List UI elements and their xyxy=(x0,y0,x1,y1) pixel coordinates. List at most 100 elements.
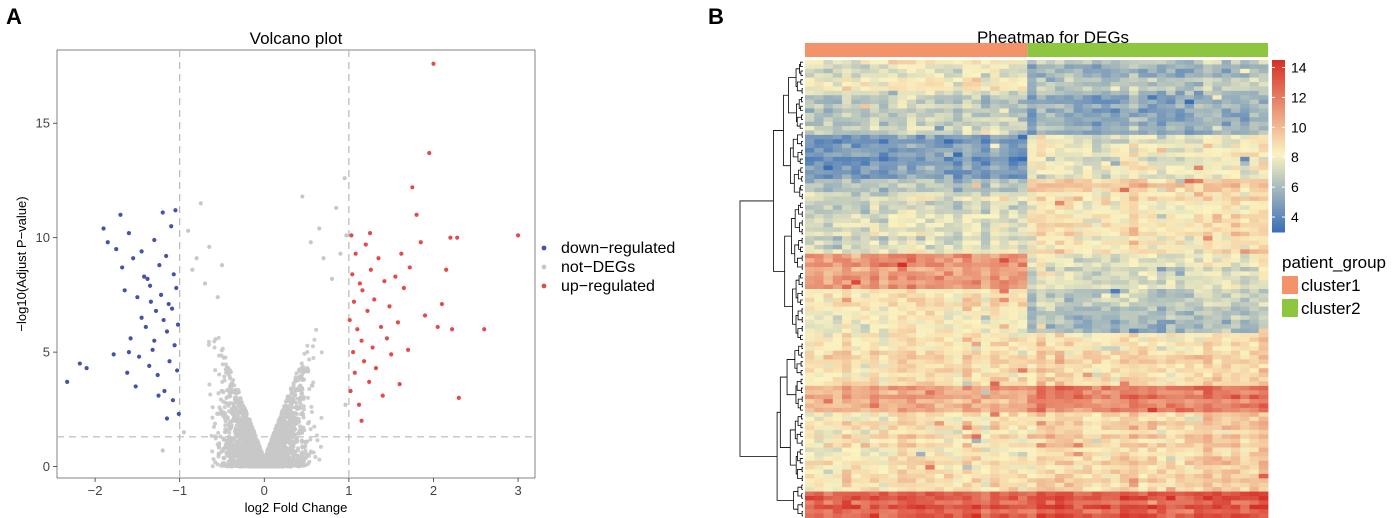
heatmap-cell xyxy=(1017,170,1028,175)
heatmap-cell xyxy=(869,240,880,246)
heatmap-cell xyxy=(1203,134,1213,140)
heatmap-cell xyxy=(823,183,834,189)
heatmap-cell xyxy=(814,161,824,167)
heatmap-cell xyxy=(990,86,1000,92)
not-deg-point xyxy=(206,339,211,344)
heatmap-cell xyxy=(1017,174,1028,180)
heatmap-cell xyxy=(925,244,936,250)
heatmap-cell xyxy=(1221,165,1232,171)
heatmap-cell xyxy=(943,156,954,162)
heatmap-cell xyxy=(1138,117,1149,123)
heatmap-cell xyxy=(1017,227,1028,233)
heatmap-cell xyxy=(906,249,917,255)
heatmap-cell xyxy=(1017,183,1028,189)
heatmap-cell xyxy=(1230,214,1241,219)
heatmap-cell xyxy=(832,170,843,175)
heatmap-cell xyxy=(1110,209,1121,215)
heatmap-cell xyxy=(1101,86,1111,92)
heatmap-cell xyxy=(1064,218,1074,224)
not-deg-point xyxy=(224,370,229,375)
heatmap-cell xyxy=(888,60,898,65)
heatmap-cell xyxy=(1166,249,1176,255)
heatmap-cell xyxy=(943,192,954,197)
heatmap-cell xyxy=(814,214,824,219)
heatmap-cell xyxy=(860,178,871,184)
not-deg-point xyxy=(206,342,211,347)
up-regulated-point xyxy=(456,395,461,400)
heatmap-cell xyxy=(906,244,917,250)
heatmap-cell xyxy=(851,170,861,175)
not-deg-point xyxy=(281,408,286,413)
heatmap-cell xyxy=(925,68,936,74)
heatmap-cell xyxy=(823,152,834,158)
heatmap-cell xyxy=(823,60,834,65)
heatmap-cell xyxy=(1082,64,1093,70)
heatmap-cell xyxy=(1184,68,1195,74)
heatmap-cell xyxy=(832,165,843,171)
not-deg-point xyxy=(342,176,347,181)
heatmap-cell xyxy=(869,244,880,250)
heatmap-cell xyxy=(1129,187,1139,193)
heatmap-cell xyxy=(1240,244,1250,250)
heatmap-cell xyxy=(1175,112,1186,118)
heatmap-cell xyxy=(1166,205,1176,211)
x-tick-label: 1 xyxy=(345,483,352,498)
heatmap-cell xyxy=(1064,134,1074,140)
heatmap-cell xyxy=(934,209,945,215)
heatmap-cell xyxy=(934,139,945,145)
heatmap-cell xyxy=(1036,139,1047,145)
heatmap-cell xyxy=(1101,60,1111,65)
heatmap-cell xyxy=(1101,82,1111,87)
heatmap-cell xyxy=(1147,86,1158,92)
heatmap-cell xyxy=(962,222,973,228)
not-deg-point xyxy=(235,411,240,416)
heatmap-cell xyxy=(1166,227,1176,233)
heatmap-cell xyxy=(851,77,861,83)
heatmap-cell xyxy=(1073,236,1084,241)
not-deg-point xyxy=(229,441,234,446)
up-regulated-point xyxy=(380,393,385,398)
heatmap-cell xyxy=(1092,68,1102,74)
heatmap-cell xyxy=(1129,73,1139,79)
heatmap-cell xyxy=(1258,205,1269,211)
not-deg-point xyxy=(283,430,288,435)
not-deg-point xyxy=(319,350,324,355)
heatmap-cell xyxy=(999,73,1010,79)
not-deg-point xyxy=(293,379,298,384)
heatmap-cell xyxy=(990,68,1000,74)
heatmap-cell xyxy=(1230,156,1241,162)
heatmap-cell xyxy=(814,60,824,65)
heatmap-cell xyxy=(869,205,880,211)
heatmap-cell xyxy=(879,200,889,206)
heatmap-cell xyxy=(805,214,815,219)
heatmap-cell xyxy=(925,126,936,131)
heatmap-cell xyxy=(869,77,880,83)
heatmap-cell xyxy=(805,209,815,215)
heatmap-cell xyxy=(943,174,954,180)
not-deg-point xyxy=(309,383,314,388)
heatmap-cell xyxy=(934,156,945,162)
heatmap-cell xyxy=(1221,60,1232,65)
not-deg-point xyxy=(227,409,232,414)
heatmap-cell xyxy=(814,192,824,197)
up-regulated-point xyxy=(348,388,353,394)
heatmap-cell xyxy=(1129,170,1139,175)
heatmap-cell xyxy=(906,218,917,224)
heatmap-cell xyxy=(879,240,889,246)
heatmap-cell xyxy=(1027,209,1037,215)
heatmap-cell xyxy=(1055,148,1065,153)
heatmap-cell xyxy=(1203,117,1213,123)
heatmap-cell xyxy=(1027,218,1037,224)
heatmap-cell xyxy=(851,200,861,206)
heatmap-cell xyxy=(916,60,926,65)
heatmap-cell xyxy=(842,178,852,184)
heatmap-cell xyxy=(999,244,1010,250)
heatmap-cell xyxy=(1082,209,1093,215)
heatmap-cell xyxy=(953,148,963,153)
heatmap-cell xyxy=(1129,165,1139,171)
heatmap-cell xyxy=(999,178,1010,184)
heatmap-cell xyxy=(1230,183,1241,189)
not-deg-point xyxy=(208,392,213,397)
heatmap-cell xyxy=(851,187,861,193)
heatmap-cell xyxy=(953,178,963,184)
